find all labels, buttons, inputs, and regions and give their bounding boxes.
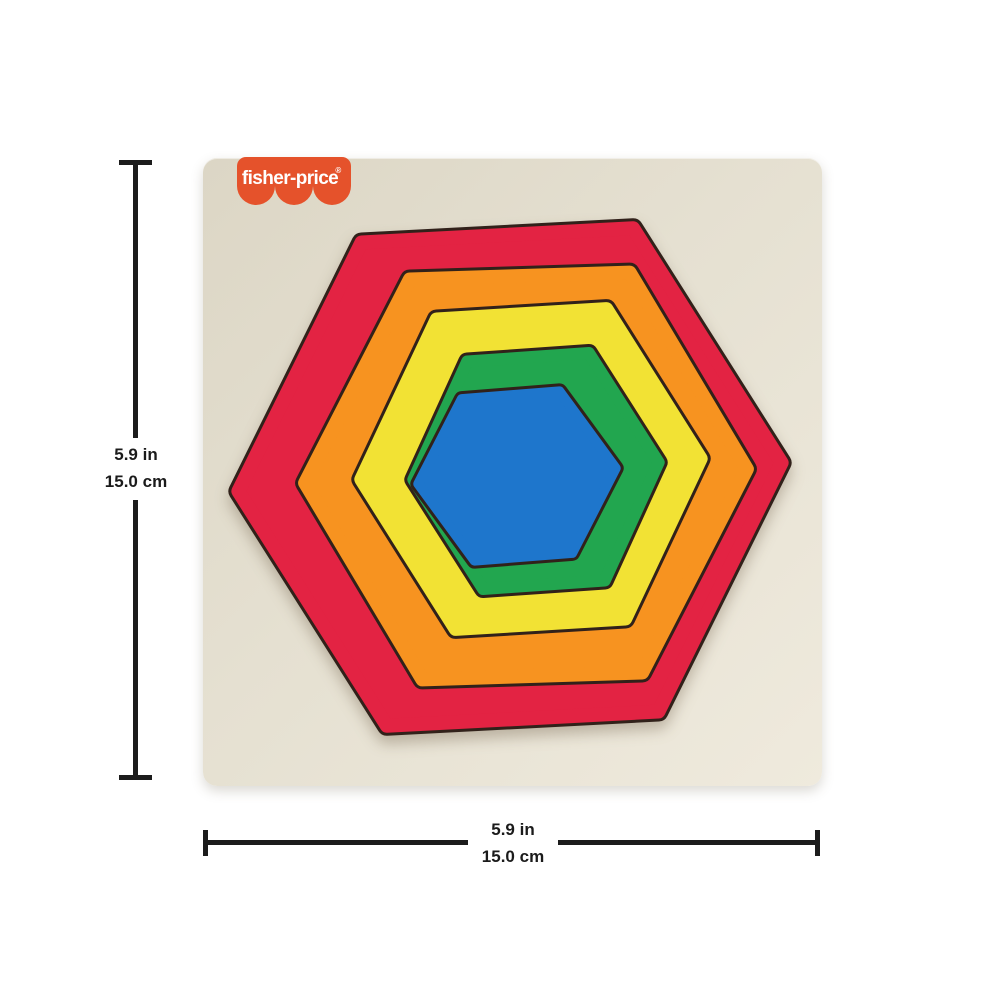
logo-scalloped-badge bbox=[237, 157, 351, 205]
width-dimension-right-cap bbox=[815, 830, 820, 856]
width-cm-label: 15.0 cm bbox=[481, 847, 545, 866]
blue-hexagon bbox=[410, 383, 624, 569]
registered-trademark-symbol: ® bbox=[335, 166, 341, 175]
height-dimension-line-lower bbox=[133, 500, 138, 777]
width-dimension-left-cap bbox=[203, 830, 208, 856]
height-dimension-line-upper bbox=[133, 163, 138, 438]
height-dimension-top-cap bbox=[119, 160, 152, 165]
height-dimension-bottom-cap bbox=[119, 775, 152, 780]
blue-hexagon-piece bbox=[413, 386, 621, 566]
width-dimension-label: 5.9 in 15.0 cm bbox=[482, 816, 544, 870]
width-dimension-line-right bbox=[558, 840, 818, 845]
width-inches-label: 5.9 in bbox=[491, 820, 535, 839]
logo-wordmark: fisher-price bbox=[242, 168, 338, 189]
width-dimension-line-left bbox=[206, 840, 468, 845]
height-inches-label: 5.9 in bbox=[114, 445, 158, 464]
fisher-price-logo: fisher-price ® bbox=[237, 157, 351, 205]
height-cm-label: 15.0 cm bbox=[104, 472, 168, 491]
height-dimension-label: 5.9 in 15.0 cm bbox=[105, 441, 167, 495]
